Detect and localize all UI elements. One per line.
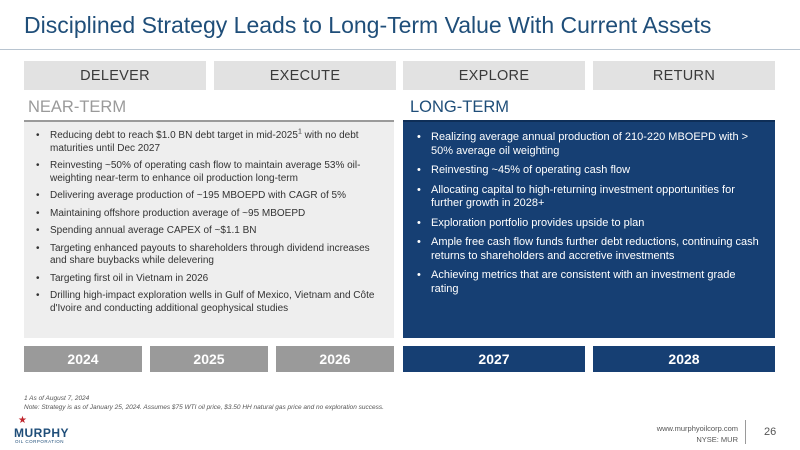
- year-2027: 2027: [403, 346, 585, 372]
- near-term-item: • Delivering average production of ~195 M…: [32, 190, 384, 203]
- near-term-item-text: Drilling high-impact exploration wells i…: [50, 290, 375, 314]
- year-2028: 2028: [593, 346, 775, 372]
- bullet-icon: •: [36, 160, 40, 171]
- near-term-item: • Spending annual average CAPEX of ~$1.1 …: [32, 225, 384, 238]
- pillar-delever: DELEVER: [24, 61, 206, 90]
- long-term-list: • Realizing average annual production of …: [413, 131, 763, 296]
- footnote-note: Note: Strategy is as of January 25, 2024…: [24, 404, 384, 411]
- year-2024: 2024: [24, 346, 142, 372]
- page-number: 26: [764, 426, 777, 438]
- long-term-item-text: Realizing average annual production of 2…: [431, 131, 749, 157]
- near-term-list: • Reducing debt to reach $1.0 BN debt tar…: [32, 128, 384, 315]
- slide-title: Disciplined Strategy Leads to Long-Term …: [24, 12, 712, 38]
- near-term-item: • Targeting enhanced payouts to sharehold…: [32, 243, 384, 268]
- near-term-panel: • Reducing debt to reach $1.0 BN debt tar…: [24, 120, 394, 338]
- footer-divider: [745, 420, 746, 444]
- near-term-item-text: Targeting first oil in Vietnam in 2026: [50, 272, 209, 284]
- long-term-item-text: Exploration portfolio provides upside to…: [431, 216, 645, 229]
- long-term-panel: • Realizing average annual production of …: [403, 120, 775, 338]
- near-term-item-text: Delivering average production of ~195 MB…: [50, 190, 346, 201]
- year-2026: 2026: [276, 346, 394, 372]
- bullet-icon: •: [417, 183, 421, 196]
- long-term-label: LONG-TERM: [410, 98, 509, 116]
- near-term-item-text: Maintaining offshore production average …: [50, 207, 306, 219]
- bullet-icon: •: [36, 130, 40, 141]
- year-2025: 2025: [150, 346, 268, 372]
- footnote-marker: 1: [297, 128, 302, 136]
- website-link[interactable]: www.murphyoilcorp.com: [656, 424, 738, 433]
- long-term-item-text: Achieving metrics that are consistent wi…: [431, 269, 736, 295]
- footnotes: 1 As of August 7, 2024 Note: Strategy is…: [24, 394, 384, 412]
- pillar-explore: EXPLORE: [403, 61, 585, 90]
- footnote-1: 1 As of August 7, 2024: [24, 395, 90, 402]
- long-term-item-text: Allocating capital to high-returning inv…: [431, 183, 735, 210]
- bullet-icon: •: [36, 207, 40, 219]
- pillar-execute: EXECUTE: [214, 61, 396, 90]
- long-term-item: • Exploration portfolio provides upside t…: [413, 217, 763, 231]
- bullet-icon: •: [417, 236, 421, 248]
- long-term-item-text: Ample free cash flow funds further debt …: [431, 236, 759, 262]
- near-term-item: • Reducing debt to reach $1.0 BN debt tar…: [32, 128, 384, 155]
- near-term-item: • Maintaining offshore production average…: [32, 208, 384, 221]
- bullet-icon: •: [417, 269, 421, 281]
- near-term-item-text: Reinvesting ~50% of operating cash flow …: [50, 160, 361, 184]
- title-divider: [0, 49, 800, 50]
- near-term-item: • Reinvesting ~50% of operating cash flow…: [32, 160, 384, 185]
- bullet-icon: •: [36, 190, 40, 201]
- near-term-label: NEAR-TERM: [28, 98, 127, 116]
- bullet-icon: •: [417, 216, 421, 229]
- long-term-item: • Realizing average annual production of …: [413, 131, 763, 158]
- logo-wordmark: MURPHY: [14, 426, 70, 440]
- bullet-icon: •: [417, 131, 421, 143]
- bullet-icon: •: [36, 272, 40, 284]
- bullet-icon: •: [36, 242, 40, 254]
- long-term-item: • Achieving metrics that are consistent w…: [413, 269, 763, 296]
- near-term-item: • Targeting first oil in Vietnam in 2026: [32, 273, 384, 286]
- bullet-icon: •: [36, 290, 40, 301]
- star-icon: ★: [18, 415, 27, 426]
- footer-contact: www.murphyoilcorp.com NYSE: MUR: [657, 423, 738, 445]
- near-term-item-text: Targeting enhanced payouts to shareholde…: [50, 242, 370, 267]
- long-term-item: • Allocating capital to high-returning in…: [413, 184, 763, 211]
- near-term-item-text: Spending annual average CAPEX of ~$1.1 B…: [50, 225, 257, 236]
- long-term-item: • Reinvesting ~45% of operating cash flow: [413, 164, 763, 178]
- bullet-icon: •: [36, 225, 40, 236]
- near-term-item: • Drilling high-impact exploration wells …: [32, 290, 384, 315]
- near-term-item-text: Reducing debt to reach $1.0 BN debt targ…: [50, 130, 298, 141]
- bullet-icon: •: [417, 164, 421, 176]
- pillar-return: RETURN: [593, 61, 775, 90]
- ticker-label: NYSE: MUR: [696, 435, 738, 444]
- long-term-item-text: Reinvesting ~45% of operating cash flow: [431, 164, 631, 176]
- murphy-logo: ★ MURPHY OIL CORPORATION: [14, 415, 84, 444]
- near-term-item-text-tail: with no debt maturities until Dec 2027: [50, 130, 359, 154]
- logo-subtitle: OIL CORPORATION: [15, 439, 65, 444]
- long-term-item: • Ample free cash flow funds further debt…: [413, 236, 763, 263]
